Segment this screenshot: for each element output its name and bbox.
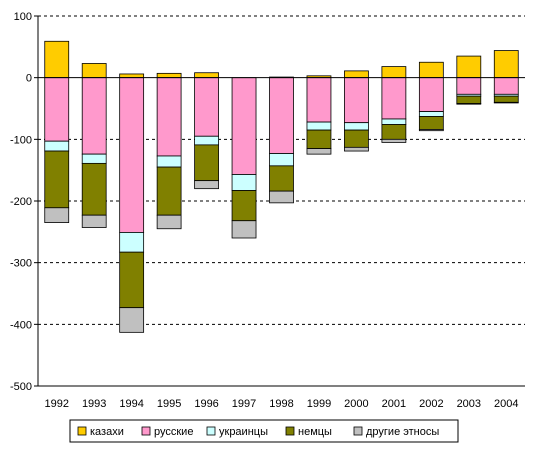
bar-2001-4 [381,138,407,143]
bar-1992-3 [44,150,70,209]
bar-2003-0 [456,55,482,79]
bar-1992-1 [44,77,70,142]
legend-label: другие этносы [366,426,439,438]
x-tick-label: 2002 [419,398,443,410]
bar-1997-1 [231,77,257,175]
y-tick-label: -500 [10,381,32,393]
bar-1996-0 [194,72,219,79]
bar-1994-1 [119,77,145,233]
bar-1997-2 [231,174,257,191]
bar-1997-4 [231,220,257,239]
x-tick-label: 1994 [119,398,143,410]
y-tick-label: 0 [26,73,32,85]
x-tick-label: 2004 [494,398,518,410]
bar-1998-3 [269,165,294,192]
bar-2002-3 [418,116,444,130]
bar-1993-0 [81,63,107,79]
bar-1998-1 [269,77,294,154]
bar-1995-2 [156,155,182,168]
x-tick-label: 2003 [457,398,481,410]
bar-1996-2 [194,135,219,146]
bar-2003-4 [456,103,482,105]
x-tick-label: 1998 [269,398,293,410]
bar-2002-4 [418,129,444,132]
bar-2003-3 [456,95,482,104]
legend-swatch [206,426,216,436]
bar-1998-4 [269,190,294,204]
legend-swatch [353,426,363,436]
legend-swatch [285,426,295,436]
y-tick-labels: 100 0 -100 -200 -300 -400 -500 [10,11,32,393]
bar-2004-3 [493,95,519,103]
bars [44,40,519,333]
bar-2002-2 [418,111,444,117]
x-tick-label: 1993 [82,398,106,410]
legend: казахи русские украинцы немцы другие этносы [69,419,459,443]
bar-1999-2 [306,121,332,131]
bar-1992-4 [44,207,70,223]
bar-2001-1 [381,77,407,120]
bar-2000-0 [344,70,369,79]
bar-1995-0 [156,72,182,79]
bar-1994-2 [119,232,145,253]
x-tick-label: 1992 [44,398,68,410]
bar-1999-1 [306,77,332,123]
bar-2001-3 [381,124,407,140]
y-tick-label: -400 [10,319,32,331]
x-tick-label: 1997 [232,398,256,410]
bar-1993-1 [81,77,107,155]
y-tick-label: 100 [14,11,32,23]
x-tick-label: 1999 [307,398,331,410]
bar-2000-1 [344,77,369,124]
bar-1999-4 [306,148,332,155]
legend-label: немцы [298,426,332,438]
bar-1994-4 [119,307,145,333]
x-tick-label: 2000 [344,398,368,410]
bar-1998-2 [269,153,294,167]
legend-swatch [77,426,87,436]
bar-1996-1 [194,77,219,137]
x-tick-label: 1995 [157,398,181,410]
bar-1992-0 [44,40,70,79]
bar-1995-3 [156,166,182,216]
bar-1996-4 [194,180,219,190]
legend-swatch [141,426,151,436]
bar-2000-3 [344,129,369,148]
bar-2004-0 [493,50,519,79]
x-tick-labels: 1992 1993 1994 1995 1996 1997 1998 1999 2000 2001… [44,398,518,410]
bar-1997-3 [231,190,257,222]
legend-label: украинцы [219,426,268,438]
axes [34,15,525,387]
bar-2001-0 [381,66,407,79]
bar-2000-4 [344,146,369,152]
bar-1999-3 [306,129,332,149]
x-tick-label: 2001 [382,398,406,410]
bar-1993-4 [81,214,107,228]
bar-1993-3 [81,162,107,216]
bar-2004-1 [493,77,519,95]
bar-1995-1 [156,77,182,157]
bar-1996-3 [194,144,219,182]
y-tick-label: -100 [10,134,32,146]
bar-1993-2 [81,153,107,164]
bar-1995-4 [156,214,182,230]
legend-label: казахи [90,426,124,438]
legend-label: русские [154,426,193,438]
bar-2002-0 [418,61,444,79]
legend-box [69,419,459,443]
bar-1994-0 [119,73,145,79]
y-tick-label: -300 [10,258,32,270]
bar-1992-2 [44,140,70,152]
bar-2003-1 [456,77,482,95]
x-tick-label: 1996 [194,398,218,410]
bar-2000-2 [344,122,369,131]
bar-2004-4 [493,101,519,104]
bar-1994-3 [119,251,145,309]
y-tick-label: -200 [10,196,32,208]
bar-2001-2 [381,118,407,125]
bar-2002-1 [418,77,444,112]
